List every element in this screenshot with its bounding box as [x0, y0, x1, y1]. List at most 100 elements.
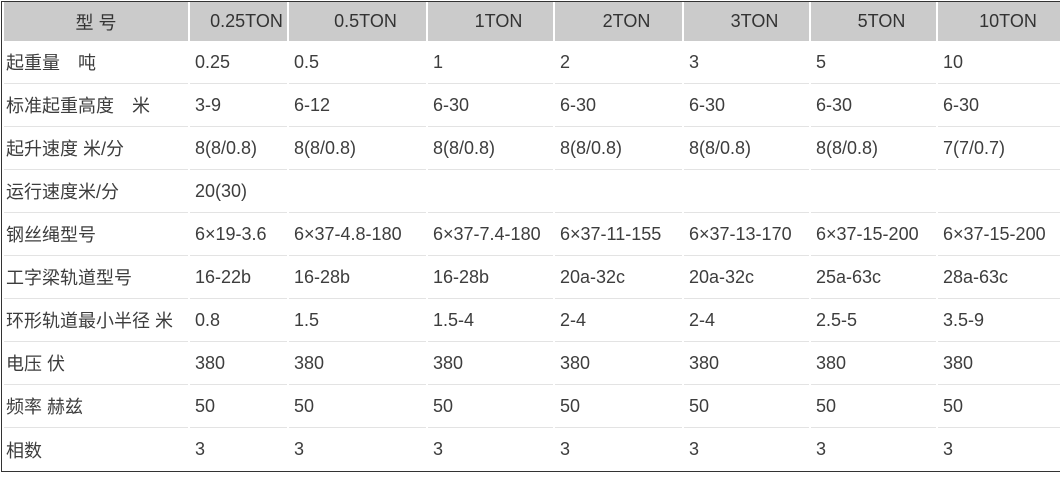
spec-cell: 0.8	[190, 299, 287, 342]
row-label: 相数	[6, 440, 42, 461]
table-row: 起重量 吨 0.25 0.5 1 2 3 5 10	[4, 41, 1060, 84]
spec-cell: 8(8/0.8)	[811, 127, 936, 170]
spec-cell: 2	[555, 41, 682, 84]
spec-cell: 380	[811, 342, 936, 385]
spec-cell: 7(7/0.7)	[938, 127, 1060, 170]
row-label: 标准起重高度 米	[4, 84, 188, 127]
spec-cell: 8(8/0.8)	[289, 127, 426, 170]
spec-cell: 8(8/0.8)	[684, 127, 809, 170]
spec-cell: 6×37-13-170	[684, 213, 809, 256]
spec-cell: 3	[433, 439, 444, 459]
spec-cell: 6-30	[428, 84, 553, 127]
spec-cell: 6-30	[555, 84, 682, 127]
spec-cell: 20a-32c	[684, 256, 809, 299]
spec-cell: 10	[938, 41, 1060, 84]
spec-cell: 16-28b	[289, 256, 426, 299]
table-row: 标准起重高度 米 3-9 6-12 6-30 6-30 6-30 6-30 6-30	[4, 84, 1060, 127]
spec-cell: 380	[289, 342, 426, 385]
spec-cell: 6-30	[811, 84, 936, 127]
row-label: 起升速度 米/分	[4, 127, 188, 170]
spec-cell: 380	[684, 342, 809, 385]
spec-cell: 50	[938, 385, 1060, 428]
header-col-0: 0.25TON	[190, 2, 287, 41]
spec-table: 型 号 0.25TON 0.5TON 1TON 2TON 3TON 5TON 10TON 起重…	[1, 1, 1060, 472]
spec-cell: 3	[560, 439, 571, 459]
table-row: 钢丝绳型号 6×19-3.6 6×37-4.8-180 6×37-7.4-180 6×3…	[4, 213, 1060, 256]
spec-cell: 380	[938, 342, 1060, 385]
spec-cell: 3	[689, 439, 700, 459]
spec-cell: 380	[428, 342, 553, 385]
spec-cell	[811, 170, 936, 213]
row-label: 起重量 吨	[4, 41, 188, 84]
table-body: 起重量 吨 0.25 0.5 1 2 3 5 10 标准起重高度 米 3-9 6-12 6-30 6-3…	[4, 41, 1060, 471]
spec-cell: 3	[684, 41, 809, 84]
table-header: 型 号 0.25TON 0.5TON 1TON 2TON 3TON 5TON 10TON	[4, 2, 1060, 41]
table-row: 频率 赫兹 50 50 50 50 50 50 50	[4, 385, 1060, 428]
spec-cell: 1.5-4	[428, 299, 553, 342]
spec-cell: 2-4	[555, 299, 682, 342]
spec-cell: 6×37-7.4-180	[428, 213, 553, 256]
spec-cell: 6×37-15-200	[938, 213, 1060, 256]
table-row: 电压 伏 380 380 380 380 380 380 380	[4, 342, 1060, 385]
spec-cell: 16-28b	[428, 256, 553, 299]
spec-cell: 3	[195, 439, 206, 459]
header-col-6: 10TON	[938, 2, 1060, 41]
row-label: 环形轨道最小半径 米	[4, 299, 188, 342]
header-model-label: 型 号	[4, 2, 188, 41]
spec-cell: 3	[943, 439, 954, 459]
spec-cell: 28a-63c	[938, 256, 1060, 299]
row-label: 工字梁轨道型号	[4, 256, 188, 299]
header-col-1: 0.5TON	[289, 2, 426, 41]
spec-cell: 5	[811, 41, 936, 84]
row-label: 运行速度米/分	[4, 170, 188, 213]
spec-cell	[428, 170, 553, 213]
spec-cell: 16-22b	[190, 256, 287, 299]
header-row: 型 号 0.25TON 0.5TON 1TON 2TON 3TON 5TON 10TON	[4, 2, 1060, 41]
table-row: 相数 3 3 3 3 3 3 3	[4, 428, 1060, 471]
spec-cell: 20a-32c	[555, 256, 682, 299]
spec-cell: 2.5-5	[811, 299, 936, 342]
header-col-2: 1TON	[428, 2, 553, 41]
spec-cell	[555, 170, 682, 213]
spec-cell: 3-9	[190, 84, 287, 127]
spec-cell: 8(8/0.8)	[190, 127, 287, 170]
spec-cell: 6-30	[938, 84, 1060, 127]
spec-cell: 50	[428, 385, 553, 428]
spec-cell: 50	[811, 385, 936, 428]
spec-cell: 20(30)	[190, 170, 287, 213]
spec-cell: 1.5	[289, 299, 426, 342]
spec-cell: 6×19-3.6	[190, 213, 287, 256]
spec-cell	[289, 170, 426, 213]
table-row: 运行速度米/分 20(30)	[4, 170, 1060, 213]
spec-cell: 6-12	[289, 84, 426, 127]
spec-cell: 380	[555, 342, 682, 385]
spec-cell: 6×37-15-200	[811, 213, 936, 256]
spec-cell: 50	[684, 385, 809, 428]
spec-cell: 380	[190, 342, 287, 385]
spec-cell: 6-30	[684, 84, 809, 127]
spec-cell: 50	[289, 385, 426, 428]
spec-cell: 3	[816, 439, 827, 459]
row-label: 频率 赫兹	[4, 385, 188, 428]
row-label: 电压 伏	[4, 342, 188, 385]
spec-cell	[938, 170, 1060, 213]
spec-cell: 8(8/0.8)	[428, 127, 553, 170]
row-label: 钢丝绳型号	[4, 213, 188, 256]
spec-cell	[684, 170, 809, 213]
spec-cell: 1	[428, 41, 553, 84]
spec-cell: 3.5-9	[938, 299, 1060, 342]
spec-cell: 50	[190, 385, 287, 428]
spec-cell: 3	[294, 439, 305, 459]
table-row: 工字梁轨道型号 16-22b 16-28b 16-28b 20a-32c 20a-32c 2…	[4, 256, 1060, 299]
spec-cell: 6×37-11-155	[555, 213, 682, 256]
spec-cell: 50	[555, 385, 682, 428]
header-col-3: 2TON	[555, 2, 682, 41]
header-col-5: 5TON	[811, 2, 936, 41]
table-row: 起升速度 米/分 8(8/0.8) 8(8/0.8) 8(8/0.8) 8(8/0.8)…	[4, 127, 1060, 170]
header-col-4: 3TON	[684, 2, 809, 41]
table-row: 环形轨道最小半径 米 0.8 1.5 1.5-4 2-4 2-4 2.5-5 3.5-9	[4, 299, 1060, 342]
spec-cell: 25a-63c	[811, 256, 936, 299]
spec-cell: 2-4	[684, 299, 809, 342]
spec-cell: 0.25	[190, 41, 287, 84]
